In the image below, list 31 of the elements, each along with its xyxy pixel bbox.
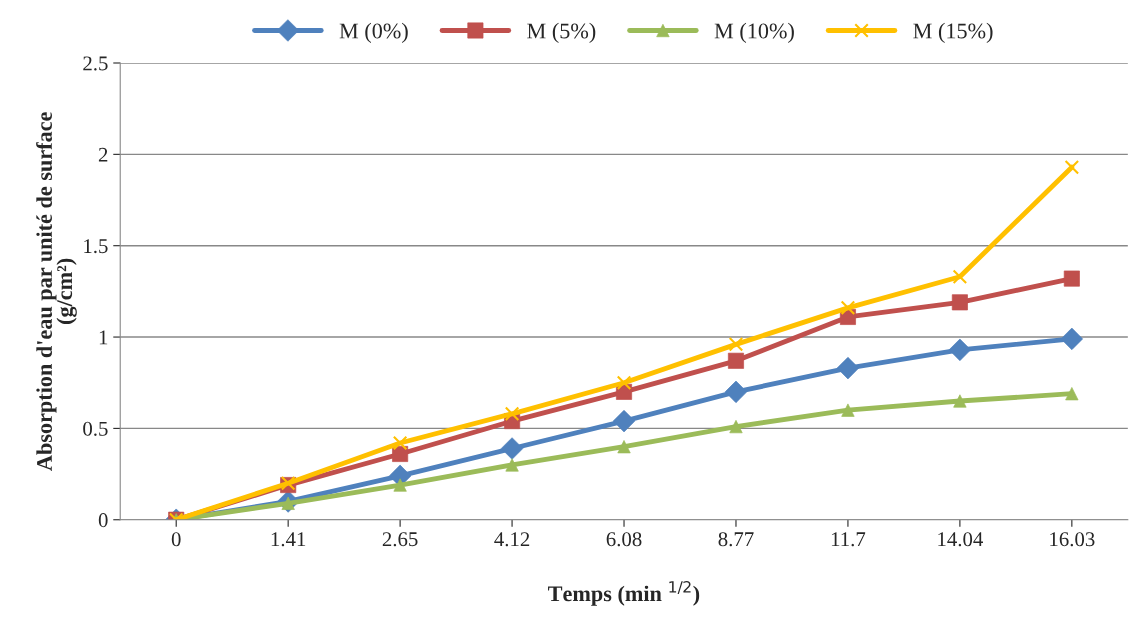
x-tick-label: 6.08 <box>606 532 642 547</box>
y-tick-label: 2.5 <box>83 56 108 71</box>
legend-label: M (0%) <box>339 22 408 43</box>
point <box>504 406 520 422</box>
y-tick-label: 0.5 <box>83 421 108 436</box>
point <box>392 445 409 462</box>
y-axis-title: Absorption d'eau par unité de surface (g/cm²) <box>36 112 77 471</box>
y-tick-label: 2 <box>98 147 108 162</box>
point <box>616 375 632 391</box>
x-tick-label: 2.65 <box>382 532 418 547</box>
y-tick-label: 1 <box>99 330 108 345</box>
legend-label: M (5%) <box>527 22 596 43</box>
y-tick-label: 0 <box>98 513 108 528</box>
point <box>727 352 744 369</box>
x-tick-label: 1.41 <box>271 532 306 547</box>
x-tick-label: 8.77 <box>718 532 754 547</box>
x-axis-title: Temps (min $^{1/2}$) <box>548 581 700 606</box>
point <box>500 437 524 460</box>
legend-label: M (10%) <box>714 22 794 43</box>
x-tick-label: 11.7 <box>831 532 866 547</box>
x-tick-label: 14.04 <box>938 532 983 547</box>
point <box>392 435 408 451</box>
x-tick-label: 4.12 <box>494 532 530 547</box>
y-tick-label: 1.5 <box>84 239 108 254</box>
x-tick-label: 16.03 <box>1050 532 1095 547</box>
point <box>952 269 968 285</box>
point <box>728 337 744 352</box>
x-tick-label: 0 <box>171 532 181 547</box>
legend-label: M (15%) <box>913 22 993 43</box>
point <box>1064 159 1080 175</box>
point <box>840 300 856 316</box>
